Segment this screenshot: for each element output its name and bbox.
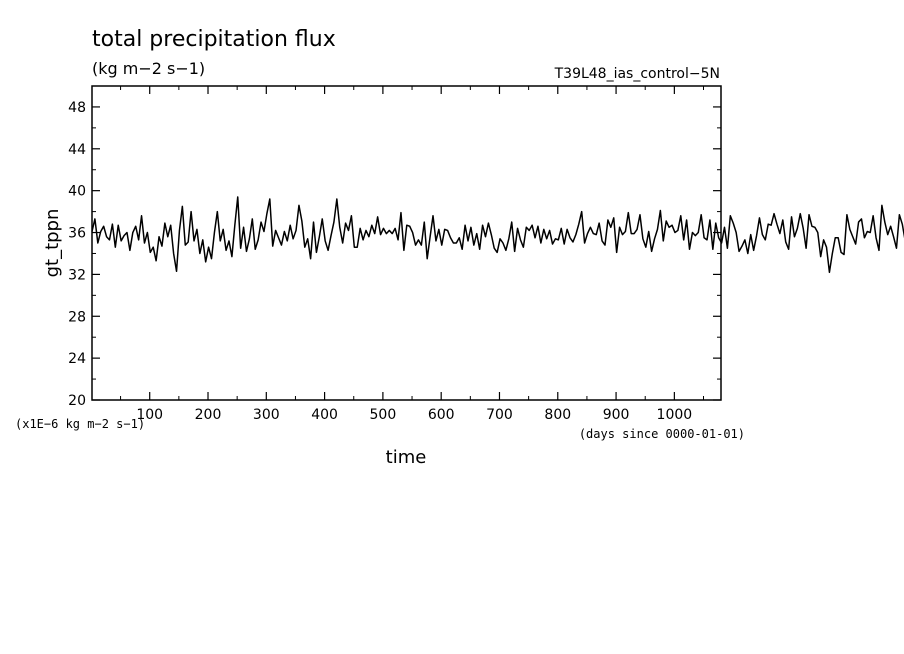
y-tick-label: 40 bbox=[68, 184, 86, 200]
x-tick-label: 700 bbox=[486, 407, 513, 423]
x-axis-label: time bbox=[386, 447, 427, 468]
x-tick-label: 500 bbox=[370, 407, 397, 423]
y-tick-label: 24 bbox=[68, 351, 86, 367]
x-tick-label: 400 bbox=[311, 407, 338, 423]
x-tick-label: 100 bbox=[136, 407, 163, 423]
x-units-label: (days since 0000-01-01) bbox=[579, 427, 745, 441]
x-tick-label: 600 bbox=[428, 407, 455, 423]
y-tick-label: 48 bbox=[68, 100, 86, 116]
x-tick-label: 800 bbox=[544, 407, 571, 423]
x-tick-label: 900 bbox=[603, 407, 630, 423]
x-tick-label: 300 bbox=[253, 407, 280, 423]
y-tick-label: 44 bbox=[68, 142, 86, 158]
y-scale-note: (x1E−6 kg m−2 s−1) bbox=[15, 417, 145, 431]
y-axis-ticks: 20 24 28 32 36 40 44 48 bbox=[68, 100, 721, 409]
y-tick-label: 20 bbox=[68, 393, 86, 409]
x-tick-label: 200 bbox=[195, 407, 222, 423]
x-axis-ticks: 100 200 300 400 500 600 700 800 900 1000 bbox=[136, 86, 692, 423]
chart-units: (kg m−2 s−1) bbox=[92, 59, 205, 78]
y-axis-label: gt_tppn bbox=[42, 209, 63, 278]
plot-frame bbox=[91, 85, 722, 401]
chart-title: total precipitation flux bbox=[92, 27, 336, 52]
y-tick-label: 32 bbox=[68, 267, 86, 283]
y-tick-label: 28 bbox=[68, 309, 86, 325]
series-line bbox=[91, 196, 904, 274]
experiment-label: T39L48_ias_control−5N bbox=[554, 66, 720, 82]
x-tick-label: 1000 bbox=[657, 407, 693, 423]
y-tick-label: 36 bbox=[68, 226, 86, 242]
